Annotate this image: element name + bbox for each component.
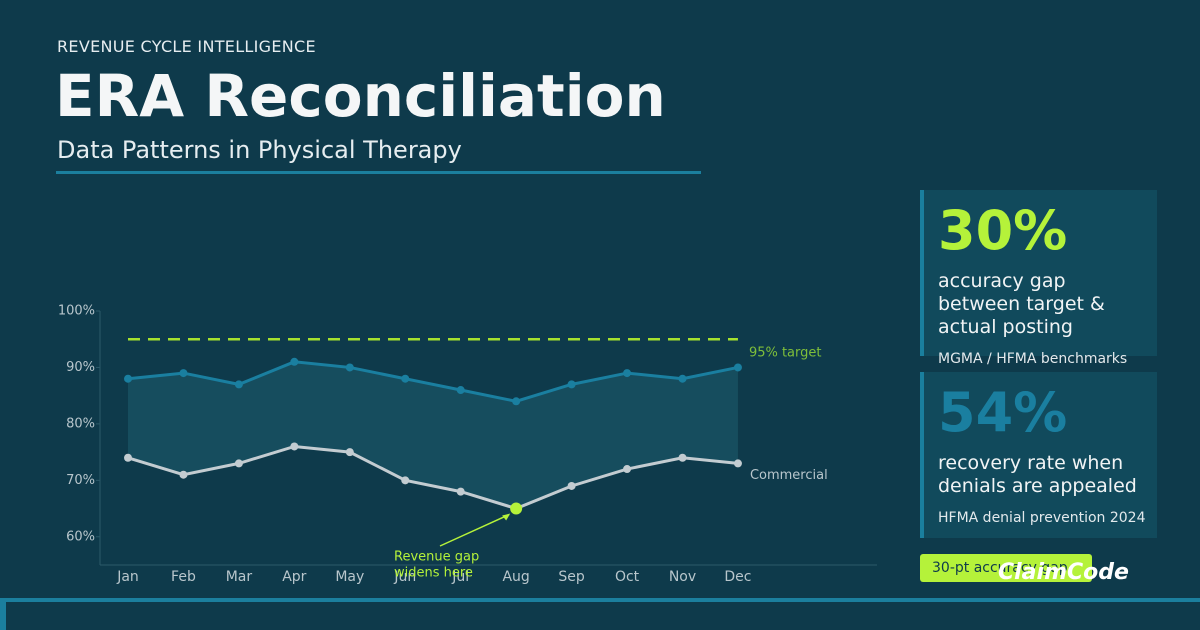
stat-value: 54%: [938, 381, 1068, 444]
x-tick-label: Dec: [724, 569, 751, 585]
subtitle: Data Patterns in Physical Therapy: [57, 136, 462, 164]
data-point: [234, 380, 243, 389]
data-point: [733, 459, 742, 468]
data-point: [179, 369, 188, 378]
data-point: [401, 374, 410, 383]
data-point: [345, 448, 354, 457]
target-label: 95% target: [749, 346, 822, 361]
data-point: [733, 363, 742, 372]
data-point: [290, 442, 299, 451]
stat-description: accuracy gap between target & actual pos…: [938, 270, 1105, 338]
x-tick-label: May: [335, 569, 364, 585]
y-tick-label: 80%: [66, 416, 95, 431]
data-point: [124, 453, 132, 462]
data-point: [401, 476, 410, 485]
eyebrow: REVENUE CYCLE INTELLIGENCE: [57, 37, 316, 56]
x-tick-label: Jul: [451, 569, 469, 585]
data-point: [290, 357, 299, 366]
x-tick-label: Jan: [116, 569, 139, 585]
title-underline: [56, 171, 701, 174]
x-tick-label: Aug: [502, 569, 529, 585]
series-label: Commercial: [750, 468, 828, 483]
data-point: [345, 363, 354, 372]
x-tick-label: Jun: [393, 569, 416, 585]
title: ERA Reconciliation: [55, 62, 666, 130]
data-point: [623, 465, 632, 474]
stat-card: 30% accuracy gap between target & actual…: [920, 190, 1157, 367]
stat-description: recovery rate when denials are appealed: [938, 452, 1137, 497]
bottom-bar: [0, 598, 1200, 602]
stat-source: HFMA denial prevention 2024: [938, 510, 1146, 526]
x-tick-label: Oct: [615, 569, 640, 585]
annotation-arrowhead: [502, 513, 511, 521]
left-bar: [0, 598, 6, 630]
annotation: widens here: [394, 566, 473, 581]
y-tick-label: 70%: [66, 473, 95, 488]
y-tick-label: 90%: [66, 360, 95, 375]
data-point: [512, 397, 521, 406]
data-point: [678, 453, 687, 462]
data-point: [124, 374, 132, 383]
data-point: [456, 386, 465, 395]
series-line: [127, 444, 739, 511]
data-point: [678, 374, 687, 383]
chart: 60% 70% 80% 90% 100% Jan Feb Mar Apr May Jun Jul Aug…: [58, 304, 877, 585]
x-tick-label: Apr: [282, 569, 306, 585]
annotation: Revenue gap: [394, 550, 479, 565]
stat-value: 30%: [938, 199, 1068, 262]
annotation-arrow: [439, 513, 510, 547]
series-line: [127, 360, 739, 403]
gap-area: [128, 361, 738, 509]
highlight-point: [510, 502, 523, 515]
y-tick-label: 100%: [58, 304, 95, 319]
badge: 30-pt accuracy gap: [920, 554, 1092, 582]
x-tick-label: Mar: [226, 569, 253, 585]
data-point: [234, 459, 243, 468]
x-tick-label: Nov: [669, 569, 696, 585]
data-point: [456, 487, 465, 496]
x-tick-label: Feb: [171, 569, 196, 585]
data-point: [567, 481, 576, 490]
stat-card: 54% recovery rate when denials are appea…: [920, 372, 1157, 538]
x-tick-label: Sep: [558, 569, 585, 585]
data-point: [623, 369, 632, 378]
data-point: [179, 470, 188, 479]
data-point: [567, 380, 576, 389]
stat-source: MGMA / HFMA benchmarks: [938, 351, 1128, 367]
logo: ClaimCode: [998, 560, 1129, 585]
y-tick-label: 60%: [66, 529, 95, 544]
